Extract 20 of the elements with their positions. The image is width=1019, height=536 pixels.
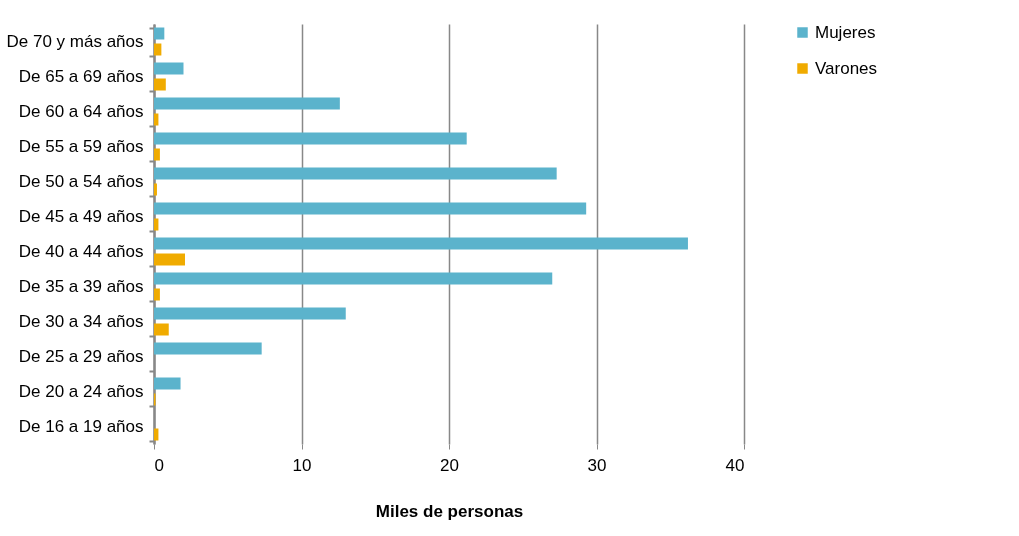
y-tick-label: De 55 a 59 años — [18, 137, 144, 156]
x-axis-title: Miles de personas — [375, 501, 524, 521]
x-tick-label: 30 — [587, 455, 607, 475]
y-tick-label: De 30 a 34 años — [18, 312, 144, 331]
y-tick-label: De 45 a 49 años — [18, 207, 144, 226]
y-tick-label: De 25 a 29 años — [18, 347, 144, 366]
y-tick-label: De 50 a 54 años — [18, 172, 144, 191]
x-tick-label: 20 — [440, 455, 459, 475]
legend-label: Mujeres — [815, 22, 876, 42]
x-tick-label: 0 — [154, 455, 164, 475]
y-tick-label: De 60 a 64 años — [18, 102, 144, 121]
y-tick-label: De 20 a 24 años — [18, 382, 144, 401]
x-tick-label: 10 — [292, 455, 312, 475]
y-tick-label: De 65 a 69 años — [18, 67, 144, 86]
x-tick-label: 40 — [725, 455, 745, 475]
y-tick-label: De 40 a 44 años — [18, 242, 144, 261]
y-tick-label: De 70 y más años — [6, 32, 144, 51]
legend-label: Varones — [815, 58, 878, 78]
y-tick-label: De 16 a 19 años — [18, 417, 144, 436]
y-tick-label: De 35 a 39 años — [18, 277, 144, 296]
